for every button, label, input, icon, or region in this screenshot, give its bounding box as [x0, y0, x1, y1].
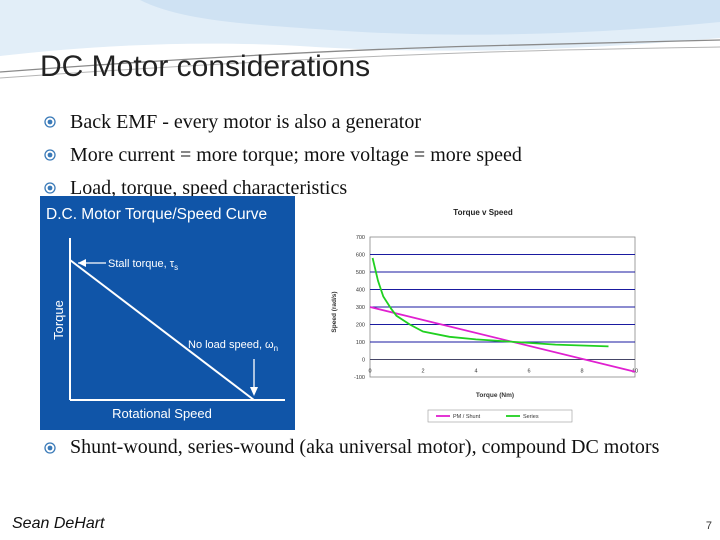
chart-series-line [369, 306, 636, 373]
chart-legend [427, 409, 573, 423]
chart-legend-label: Series [523, 414, 539, 420]
circle-dot-icon [44, 442, 56, 454]
slide-title: DC Motor considerations [40, 50, 371, 83]
chart-y-tick-label: 100 [356, 340, 365, 346]
chart-x-label: Torque (Nm) [476, 392, 514, 399]
stall-arrow-head [78, 259, 86, 267]
bullet-text: Load, torque, speed characteristics [70, 177, 348, 199]
chart-legend-label: PM / Shunt [453, 414, 481, 420]
bullet-list-lower: Shunt-wound, series-wound (aka universal… [44, 434, 674, 461]
circle-dot-icon [44, 149, 56, 161]
chart-series-line [371, 257, 609, 348]
chart-y-tick-label: 0 [362, 358, 365, 364]
chart-svg: Torque v Speed 7006005004003002001000-10… [331, 208, 638, 423]
chart-x-tick-label: 2 [421, 369, 424, 375]
torque-speed-diagram: D.C. Motor Torque/Speed Curve Stall torq… [40, 196, 295, 430]
stall-torque-label: Stall torque, τs [108, 258, 178, 272]
chart-y-tick-label: 600 [356, 253, 365, 259]
chart-y-label: Speed (rad/s) [331, 291, 338, 332]
bullet-text: Back EMF - every motor is also a generat… [70, 111, 422, 133]
no-load-arrow-head [250, 387, 258, 396]
circle-dot-icon [44, 182, 56, 194]
torque-v-speed-chart: Torque v Speed 700 600 500 400 300 200 100 0 -10… [318, 200, 650, 428]
chart-x-tick-label: 6 [527, 369, 530, 375]
chart-title: Torque v Speed [453, 208, 513, 217]
bullet-item: Load, torque, speed characteristics [44, 172, 704, 205]
page-number: 7 [705, 520, 712, 532]
chart-y-tick-label: 500 [356, 270, 365, 276]
torque-speed-diagram-svg: D.C. Motor Torque/Speed Curve Stall torq… [40, 196, 295, 430]
chart-y-tick-label: 300 [356, 305, 365, 311]
chart-x-tick-label: 4 [474, 369, 477, 375]
bullet-text: Shunt-wound, series-wound (aka universal… [70, 436, 660, 458]
chart-y-tick-label: 400 [356, 288, 365, 294]
diagram-x-label: Rotational Speed [112, 406, 212, 421]
bullet-item: Shunt-wound, series-wound (aka universal… [44, 434, 674, 461]
chart-x-tick-label: 8 [580, 369, 583, 375]
diagram-title: D.C. Motor Torque/Speed Curve [46, 206, 267, 223]
chart-y-tick-label: -100 [354, 375, 365, 381]
no-load-speed-label: No load speed, ωn [188, 339, 278, 353]
chart-x-tick-label: 0 [368, 369, 371, 375]
chart-y-tick-label: 700 [356, 235, 365, 241]
torque-speed-line [69, 259, 255, 401]
header-decoration [0, 0, 720, 79]
bullet-text: More current = more torque; more voltage… [70, 144, 522, 166]
bullet-item: More current = more torque; more voltage… [44, 139, 704, 172]
bullet-list: Back EMF - every motor is also a generat… [44, 106, 704, 205]
diagram-y-label: Torque [51, 300, 66, 340]
circle-dot-icon [44, 116, 56, 128]
footer-author: Sean DeHart [12, 515, 105, 532]
chart-y-tick-label: 200 [356, 323, 365, 329]
bullet-item: Back EMF - every motor is also a generat… [44, 106, 704, 139]
